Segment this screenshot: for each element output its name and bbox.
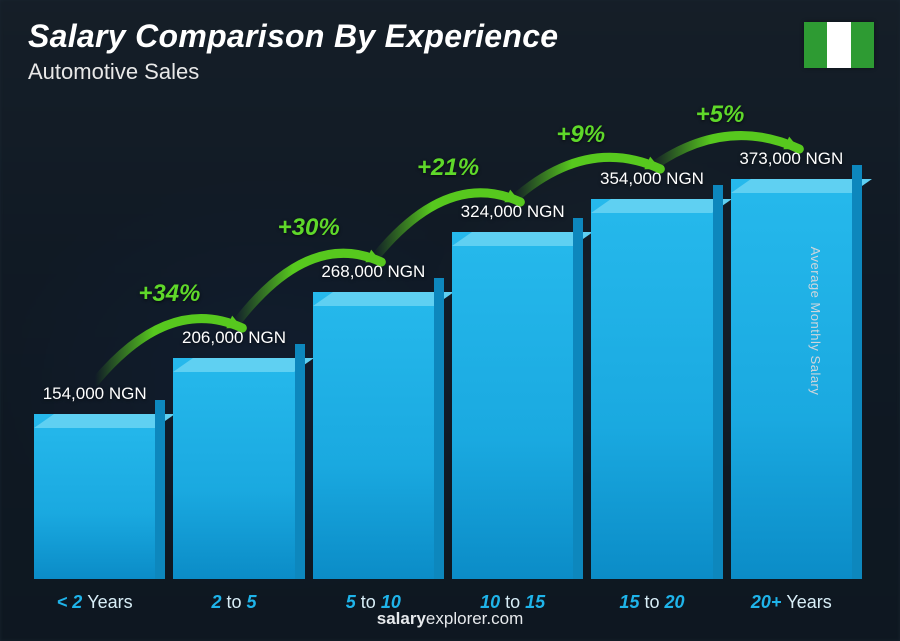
bar-value-label: 324,000 NGN — [461, 202, 565, 222]
chart-title: Salary Comparison By Experience — [28, 18, 558, 55]
bar-front-face — [313, 292, 434, 579]
flag-stripe — [804, 22, 827, 68]
flag-stripe — [827, 22, 850, 68]
bar — [452, 232, 573, 579]
brand-bold: salary — [377, 609, 426, 628]
growth-percent-label: +9% — [556, 121, 605, 149]
bar-group: 154,000 NGN< 2 Years — [34, 384, 155, 579]
bar-front-face — [34, 414, 155, 579]
bar-group: 354,000 NGN15 to 20 — [591, 169, 712, 579]
bar-group: 324,000 NGN10 to 15 — [452, 202, 573, 579]
bar-front-face — [731, 179, 852, 579]
bar-top-face — [173, 358, 314, 372]
bar-group: 268,000 NGN5 to 10 — [313, 262, 434, 579]
chart-subtitle: Automotive Sales — [28, 59, 558, 85]
bar-top-face — [591, 199, 732, 213]
bar-front-face — [452, 232, 573, 579]
bar-top-face — [313, 292, 454, 306]
bar-value-label: 154,000 NGN — [43, 384, 147, 404]
bar-value-label: 373,000 NGN — [739, 149, 843, 169]
chart-header: Salary Comparison By Experience Automoti… — [28, 18, 558, 85]
bar-side-face — [155, 400, 165, 579]
bar-side-face — [434, 278, 444, 579]
bar-group: 206,000 NGN2 to 5 — [173, 328, 294, 579]
growth-percent-label: +5% — [696, 101, 745, 129]
bar-side-face — [573, 218, 583, 579]
y-axis-label: Average Monthly Salary — [808, 246, 823, 395]
flag-stripe — [851, 22, 874, 68]
growth-percent-label: +21% — [417, 154, 479, 182]
country-flag-icon — [804, 22, 874, 68]
bar-group: 373,000 NGN20+ Years — [731, 149, 852, 579]
bar-top-face — [452, 232, 593, 246]
bar-top-face — [34, 414, 175, 428]
bar-side-face — [295, 344, 305, 579]
bar — [313, 292, 434, 579]
bar — [731, 179, 852, 579]
growth-percent-label: +30% — [278, 214, 340, 242]
bar-value-label: 268,000 NGN — [321, 262, 425, 282]
bar-side-face — [713, 185, 723, 579]
bar-value-label: 206,000 NGN — [182, 328, 286, 348]
bar-value-label: 354,000 NGN — [600, 169, 704, 189]
growth-percent-label: +34% — [138, 280, 200, 308]
bar — [591, 199, 712, 579]
brand-rest: explorer.com — [426, 609, 523, 628]
bar-front-face — [591, 199, 712, 579]
footer-brand: salaryexplorer.com — [0, 609, 900, 629]
bar-side-face — [852, 165, 862, 579]
bar — [34, 414, 155, 579]
bar-top-face — [731, 179, 872, 193]
bar-front-face — [173, 358, 294, 579]
bar — [173, 358, 294, 579]
